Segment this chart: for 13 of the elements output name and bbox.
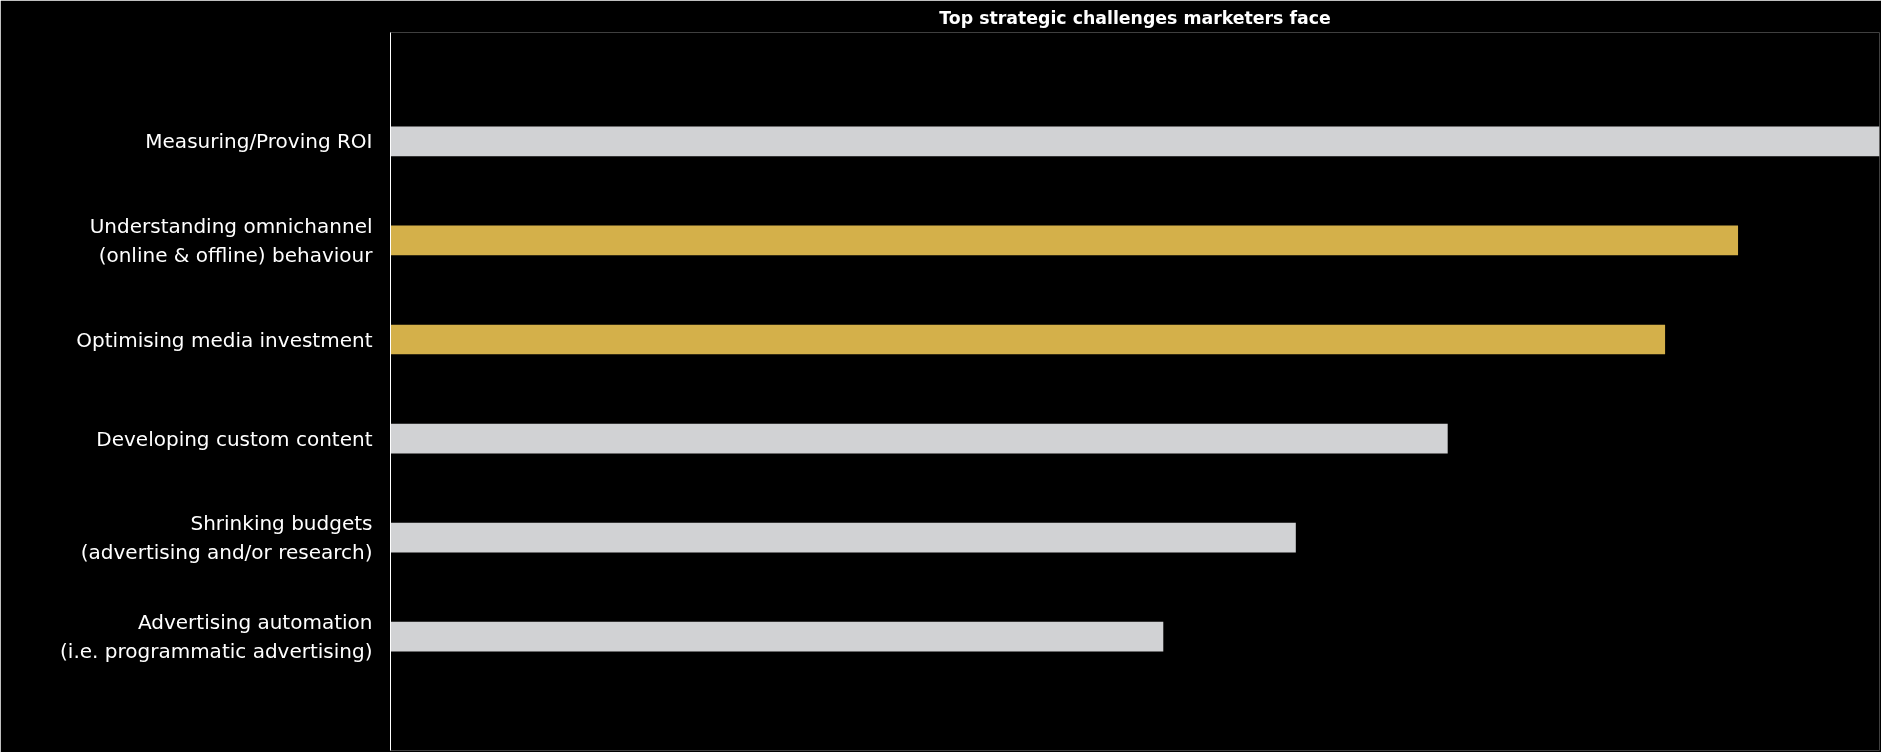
bar	[390, 621, 1164, 652]
bar	[390, 324, 1666, 355]
y-tick-label: Optimising media investment	[76, 327, 373, 352]
bar	[390, 225, 1739, 256]
y-tick-label: Advertising automation (i.e. programmatic advertising)	[60, 610, 373, 664]
y-tick-label: Understanding omnichannel (online & offline) behaviour	[89, 214, 374, 267]
y-tick-label: Shrinking budgets (advertising and/or research)	[80, 511, 373, 564]
y-tick-label: Measuring/Proving ROI	[145, 129, 373, 154]
chart-title: Top strategic challenges marketers face	[939, 7, 1331, 28]
y-tick-label: Developing custom content	[96, 426, 373, 451]
bar	[390, 522, 1296, 553]
bar	[390, 126, 1880, 157]
bar	[390, 423, 1448, 454]
